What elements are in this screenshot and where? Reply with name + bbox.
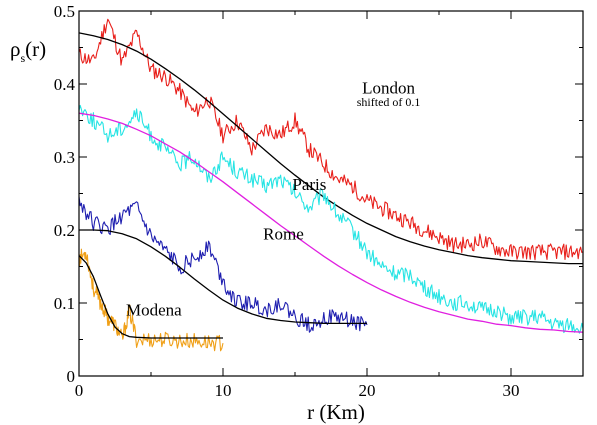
annotation-label: Modena (126, 300, 182, 319)
axis-ticks: 0 10 20 30 0 0.1 0.2 0.3 0.4 0.5 (54, 2, 583, 400)
fit-curve-3 (78, 112, 584, 333)
data-curve-4 (78, 196, 368, 333)
x-tick-label: 0 (75, 381, 84, 400)
y-axis-title-subscript: s (20, 51, 25, 65)
y-tick-label: 0.1 (54, 294, 75, 313)
annotation-label: London (362, 78, 415, 97)
fit-curve-5 (79, 229, 367, 325)
y-tick-label: 0.5 (54, 2, 75, 21)
x-tick-label: 10 (215, 381, 232, 400)
data-curve-0 (78, 18, 584, 261)
y-tick-label: 0 (67, 367, 76, 386)
annotation-label: Paris (292, 175, 326, 194)
data-curve-6 (78, 248, 224, 352)
data-curve-2 (78, 104, 584, 334)
y-tick-label: 0.4 (54, 75, 76, 94)
annotation-label: shifted of 0.1 (357, 95, 421, 109)
y-axis-title: ρs(r) (10, 37, 46, 65)
x-tick-label: 20 (359, 381, 376, 400)
fit-curve-7 (78, 255, 223, 339)
y-axis-title-symbol: ρ (10, 37, 20, 61)
series-layer (78, 18, 584, 352)
y-tick-label: 0.2 (54, 221, 75, 240)
fit-curve-1 (78, 32, 583, 265)
y-tick-label: 0.3 (54, 148, 75, 167)
y-axis-title-suffix: (r) (25, 37, 46, 61)
annotation-label: Rome (263, 224, 304, 243)
x-tick-label: 30 (503, 381, 520, 400)
x-axis-title: r (Km) (307, 400, 365, 424)
